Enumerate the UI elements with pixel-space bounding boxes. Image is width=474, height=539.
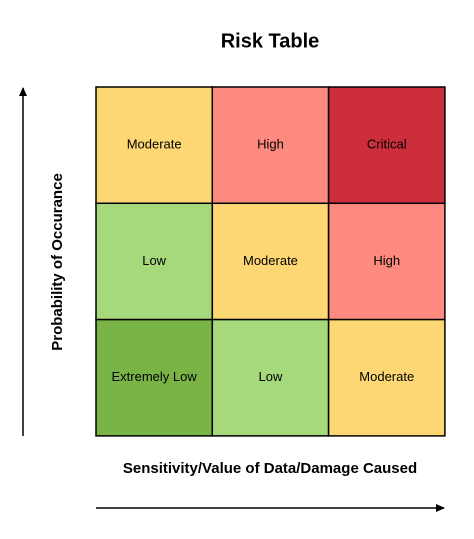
- risk-cell: [95, 318, 214, 437]
- risk-label: Low: [142, 253, 166, 268]
- risk-label: High: [373, 253, 400, 268]
- risk-cell: [211, 318, 330, 437]
- risk-label: Critical: [367, 137, 407, 152]
- risk-cell: [95, 86, 214, 205]
- risk-cell: [95, 202, 214, 321]
- risk-label: High: [257, 137, 284, 152]
- risk-label: Moderate: [243, 253, 298, 268]
- risk-cell: [327, 202, 446, 321]
- risk-cell: [211, 86, 330, 205]
- risk-label: Moderate: [127, 137, 182, 152]
- y-axis-label: Probability of Occurance: [49, 173, 66, 351]
- title: Risk Table: [221, 30, 320, 52]
- x-axis-label: Sensitivity/Value of Data/Damage Caused: [123, 460, 417, 477]
- risk-label: Extremely Low: [112, 369, 198, 384]
- risk-cell: [327, 86, 446, 205]
- risk-label: Moderate: [359, 369, 414, 384]
- risk-cell: [327, 318, 446, 437]
- risk-label: Low: [259, 369, 283, 384]
